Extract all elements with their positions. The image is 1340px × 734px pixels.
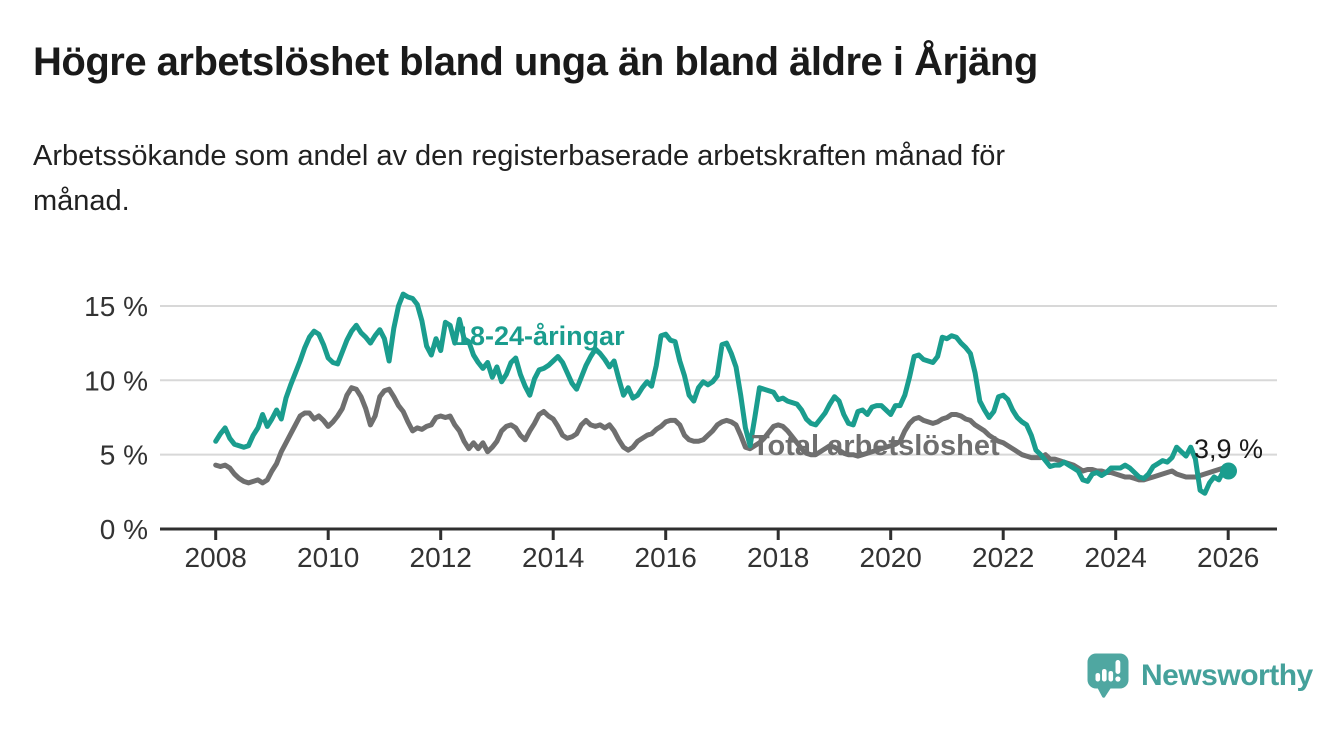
y-axis-label: 15 % bbox=[84, 291, 148, 322]
page-title: Högre arbetslöshet bland unga än bland ä… bbox=[33, 40, 1038, 84]
x-axis-label: 2022 bbox=[972, 542, 1034, 573]
total-series-label: Total arbetslöshet bbox=[752, 430, 1000, 462]
logo-bubble-shape bbox=[1087, 653, 1129, 698]
logo-exclamation-bar bbox=[1115, 660, 1121, 674]
total-series-line bbox=[213, 385, 1226, 486]
end-value-dot bbox=[1220, 462, 1238, 480]
logo-bar-tall bbox=[1108, 671, 1114, 682]
newsworthy-logo-icon bbox=[1087, 653, 1129, 698]
young-series-label: 18-24-åringar bbox=[455, 321, 625, 351]
newsworthy-logo-text: Newsworthy bbox=[1141, 658, 1313, 692]
unemployment-line-chart-svg: 0 % 5 % 10 % 15 % 2008 2010 2012 2014 2016 2018 20… bbox=[84, 291, 1277, 573]
x-axis-label: 2024 bbox=[1085, 542, 1147, 573]
y-axis-label: 5 % bbox=[100, 440, 148, 471]
x-axis-label: 2014 bbox=[522, 542, 584, 573]
end-value-annotation: 3,9 % bbox=[1194, 434, 1263, 464]
logo-exclamation-dot bbox=[1115, 676, 1121, 682]
x-axis-label: 2016 bbox=[635, 542, 697, 573]
x-axis-label: 2026 bbox=[1197, 542, 1259, 573]
y-axis-label: 10 % bbox=[84, 365, 148, 396]
x-axis-label: 2008 bbox=[185, 542, 247, 573]
newsworthy-logo: Newsworthy bbox=[1086, 652, 1313, 699]
logo-bar-medium bbox=[1102, 669, 1107, 682]
logo-bar-small bbox=[1095, 673, 1101, 682]
x-axis-label: 2012 bbox=[410, 542, 472, 573]
x-axis-label: 2020 bbox=[860, 542, 922, 573]
x-axis-label: 2018 bbox=[747, 542, 809, 573]
y-axis-label: 0 % bbox=[100, 514, 148, 545]
page-subtitle: Arbetssökande som andel av den registerb… bbox=[33, 140, 1006, 217]
x-axis-label: 2010 bbox=[297, 542, 359, 573]
young-series-line bbox=[213, 291, 1226, 496]
unemployment-chart: 0 % 5 % 10 % 15 % 2008 2010 2012 2014 2016 2018 20… bbox=[0, 270, 1340, 600]
